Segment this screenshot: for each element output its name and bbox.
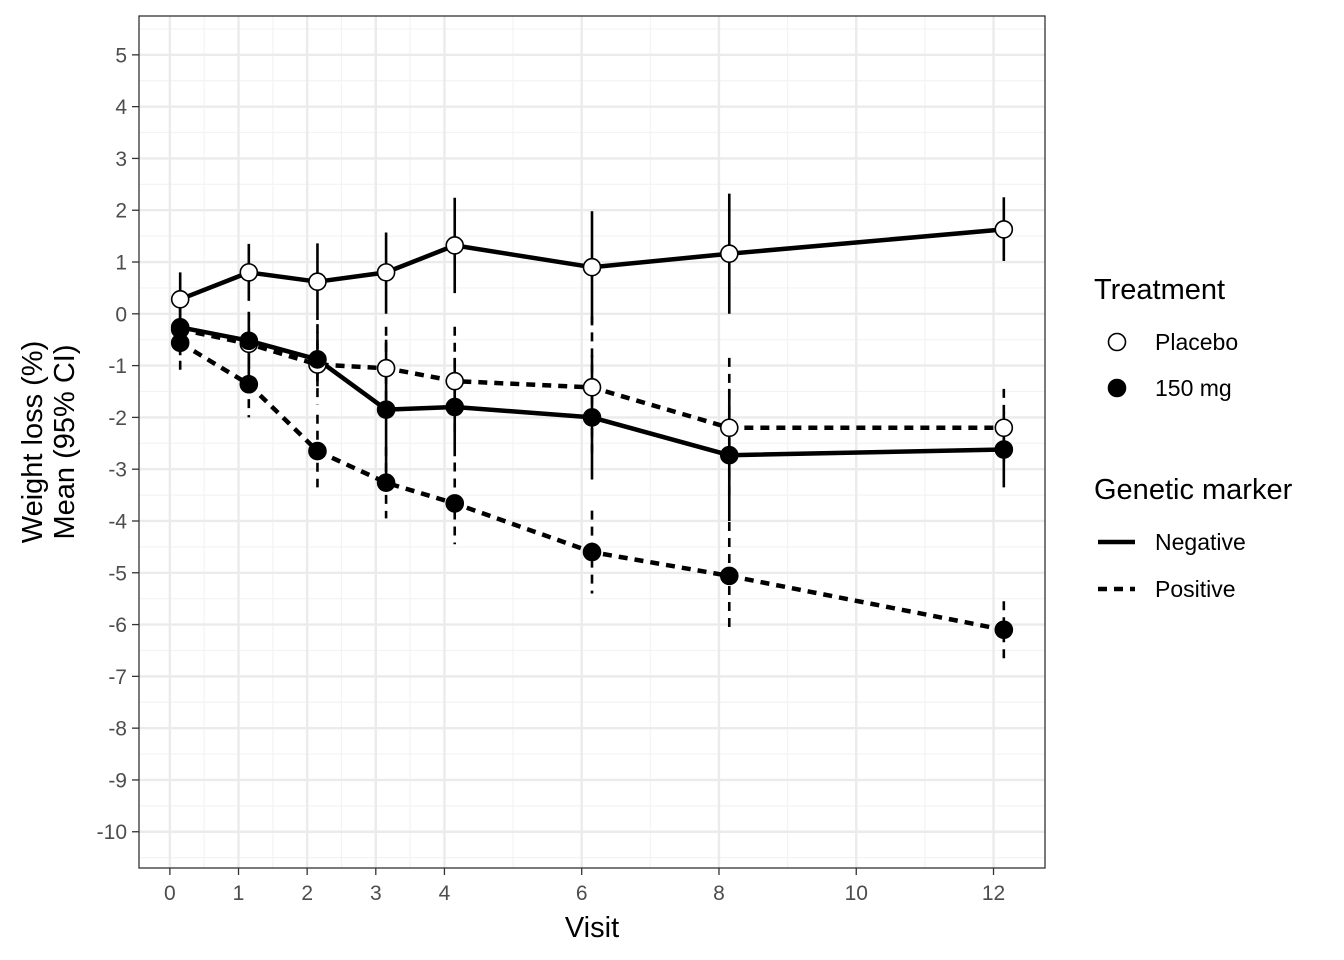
data-point	[308, 272, 327, 291]
plot-marks	[170, 193, 1014, 659]
y-tick-label: 3	[115, 148, 127, 171]
y-tick-label: -3	[108, 459, 127, 482]
data-point	[445, 494, 465, 513]
x-tick-label: 1	[233, 882, 245, 905]
data-point	[582, 408, 602, 427]
y-tick-label: -7	[108, 666, 127, 689]
x-tick-label: 10	[845, 882, 868, 905]
points-placebo-negative	[170, 220, 1014, 309]
legend: Treatment Placebo 150 mg Genetic marker …	[1094, 274, 1293, 602]
data-point	[376, 263, 396, 282]
x-tick-label: 8	[713, 882, 725, 905]
y-tick-label: 2	[115, 200, 127, 223]
y-tick-label: -8	[108, 718, 127, 741]
legend-label-negative: Negative	[1155, 529, 1246, 555]
points-150-mg-positive	[170, 333, 1014, 640]
x-tick-label: 12	[982, 882, 1005, 905]
legend-title-treatment: Treatment	[1094, 274, 1225, 306]
data-point	[239, 331, 259, 351]
series-line	[179, 327, 1004, 431]
data-point	[582, 378, 602, 397]
data-point	[582, 542, 602, 562]
data-point	[719, 445, 739, 465]
x-tick-label: 4	[439, 882, 451, 905]
data-point	[170, 290, 190, 309]
y-tick-label: 4	[115, 96, 127, 119]
legend-label-150mg: 150 mg	[1155, 375, 1232, 401]
legend-label-positive: Positive	[1155, 576, 1236, 602]
legend-label-placebo: Placebo	[1155, 329, 1238, 355]
y-tick-label: -1	[108, 355, 127, 378]
y-axis-title-line1: Weight loss (%)	[17, 341, 49, 544]
data-point	[308, 350, 327, 369]
data-point	[445, 236, 465, 255]
data-point	[719, 418, 739, 438]
series-line	[179, 340, 1005, 633]
y-tick-label: -10	[97, 821, 127, 844]
y-tick-label: 5	[115, 44, 127, 67]
data-point	[170, 333, 190, 353]
x-tick-label: 3	[370, 882, 382, 905]
points-150-mg-negative	[170, 317, 1014, 465]
data-point	[445, 371, 465, 391]
y-tick-label: 1	[115, 252, 127, 275]
legend-symbol-150mg	[1107, 378, 1127, 398]
y-tick-label: 0	[115, 303, 127, 326]
y-tick-label: -9	[108, 769, 127, 792]
data-point	[994, 220, 1014, 239]
legend-title-genetic-marker: Genetic marker	[1094, 474, 1293, 506]
data-point	[994, 418, 1014, 438]
data-point	[719, 566, 739, 586]
y-axis-title-line2: Mean (95% CI)	[49, 344, 81, 539]
data-point	[239, 374, 259, 394]
data-point	[582, 257, 602, 277]
legend-symbol-placebo	[1107, 332, 1127, 352]
data-point	[376, 358, 396, 378]
data-point	[376, 400, 396, 419]
y-tick-label: -5	[108, 562, 127, 585]
data-point	[719, 244, 739, 264]
y-tick-label: -2	[108, 407, 127, 430]
x-tick-label: 0	[164, 882, 176, 905]
data-point	[376, 473, 396, 492]
x-axis-title: Visit	[565, 912, 619, 944]
y-tick-label: -6	[108, 614, 127, 637]
series-line	[179, 325, 1004, 458]
data-point	[308, 441, 327, 461]
data-point	[445, 397, 465, 417]
data-point	[994, 620, 1014, 640]
x-tick-label: 6	[576, 882, 588, 905]
data-point	[994, 440, 1014, 459]
panel-border	[138, 15, 1046, 869]
y-tick-label: -4	[108, 510, 127, 533]
data-point	[170, 317, 190, 337]
grid	[139, 16, 1045, 868]
x-tick-label: 2	[301, 882, 313, 905]
series-line	[179, 227, 1004, 302]
data-point	[239, 263, 259, 282]
